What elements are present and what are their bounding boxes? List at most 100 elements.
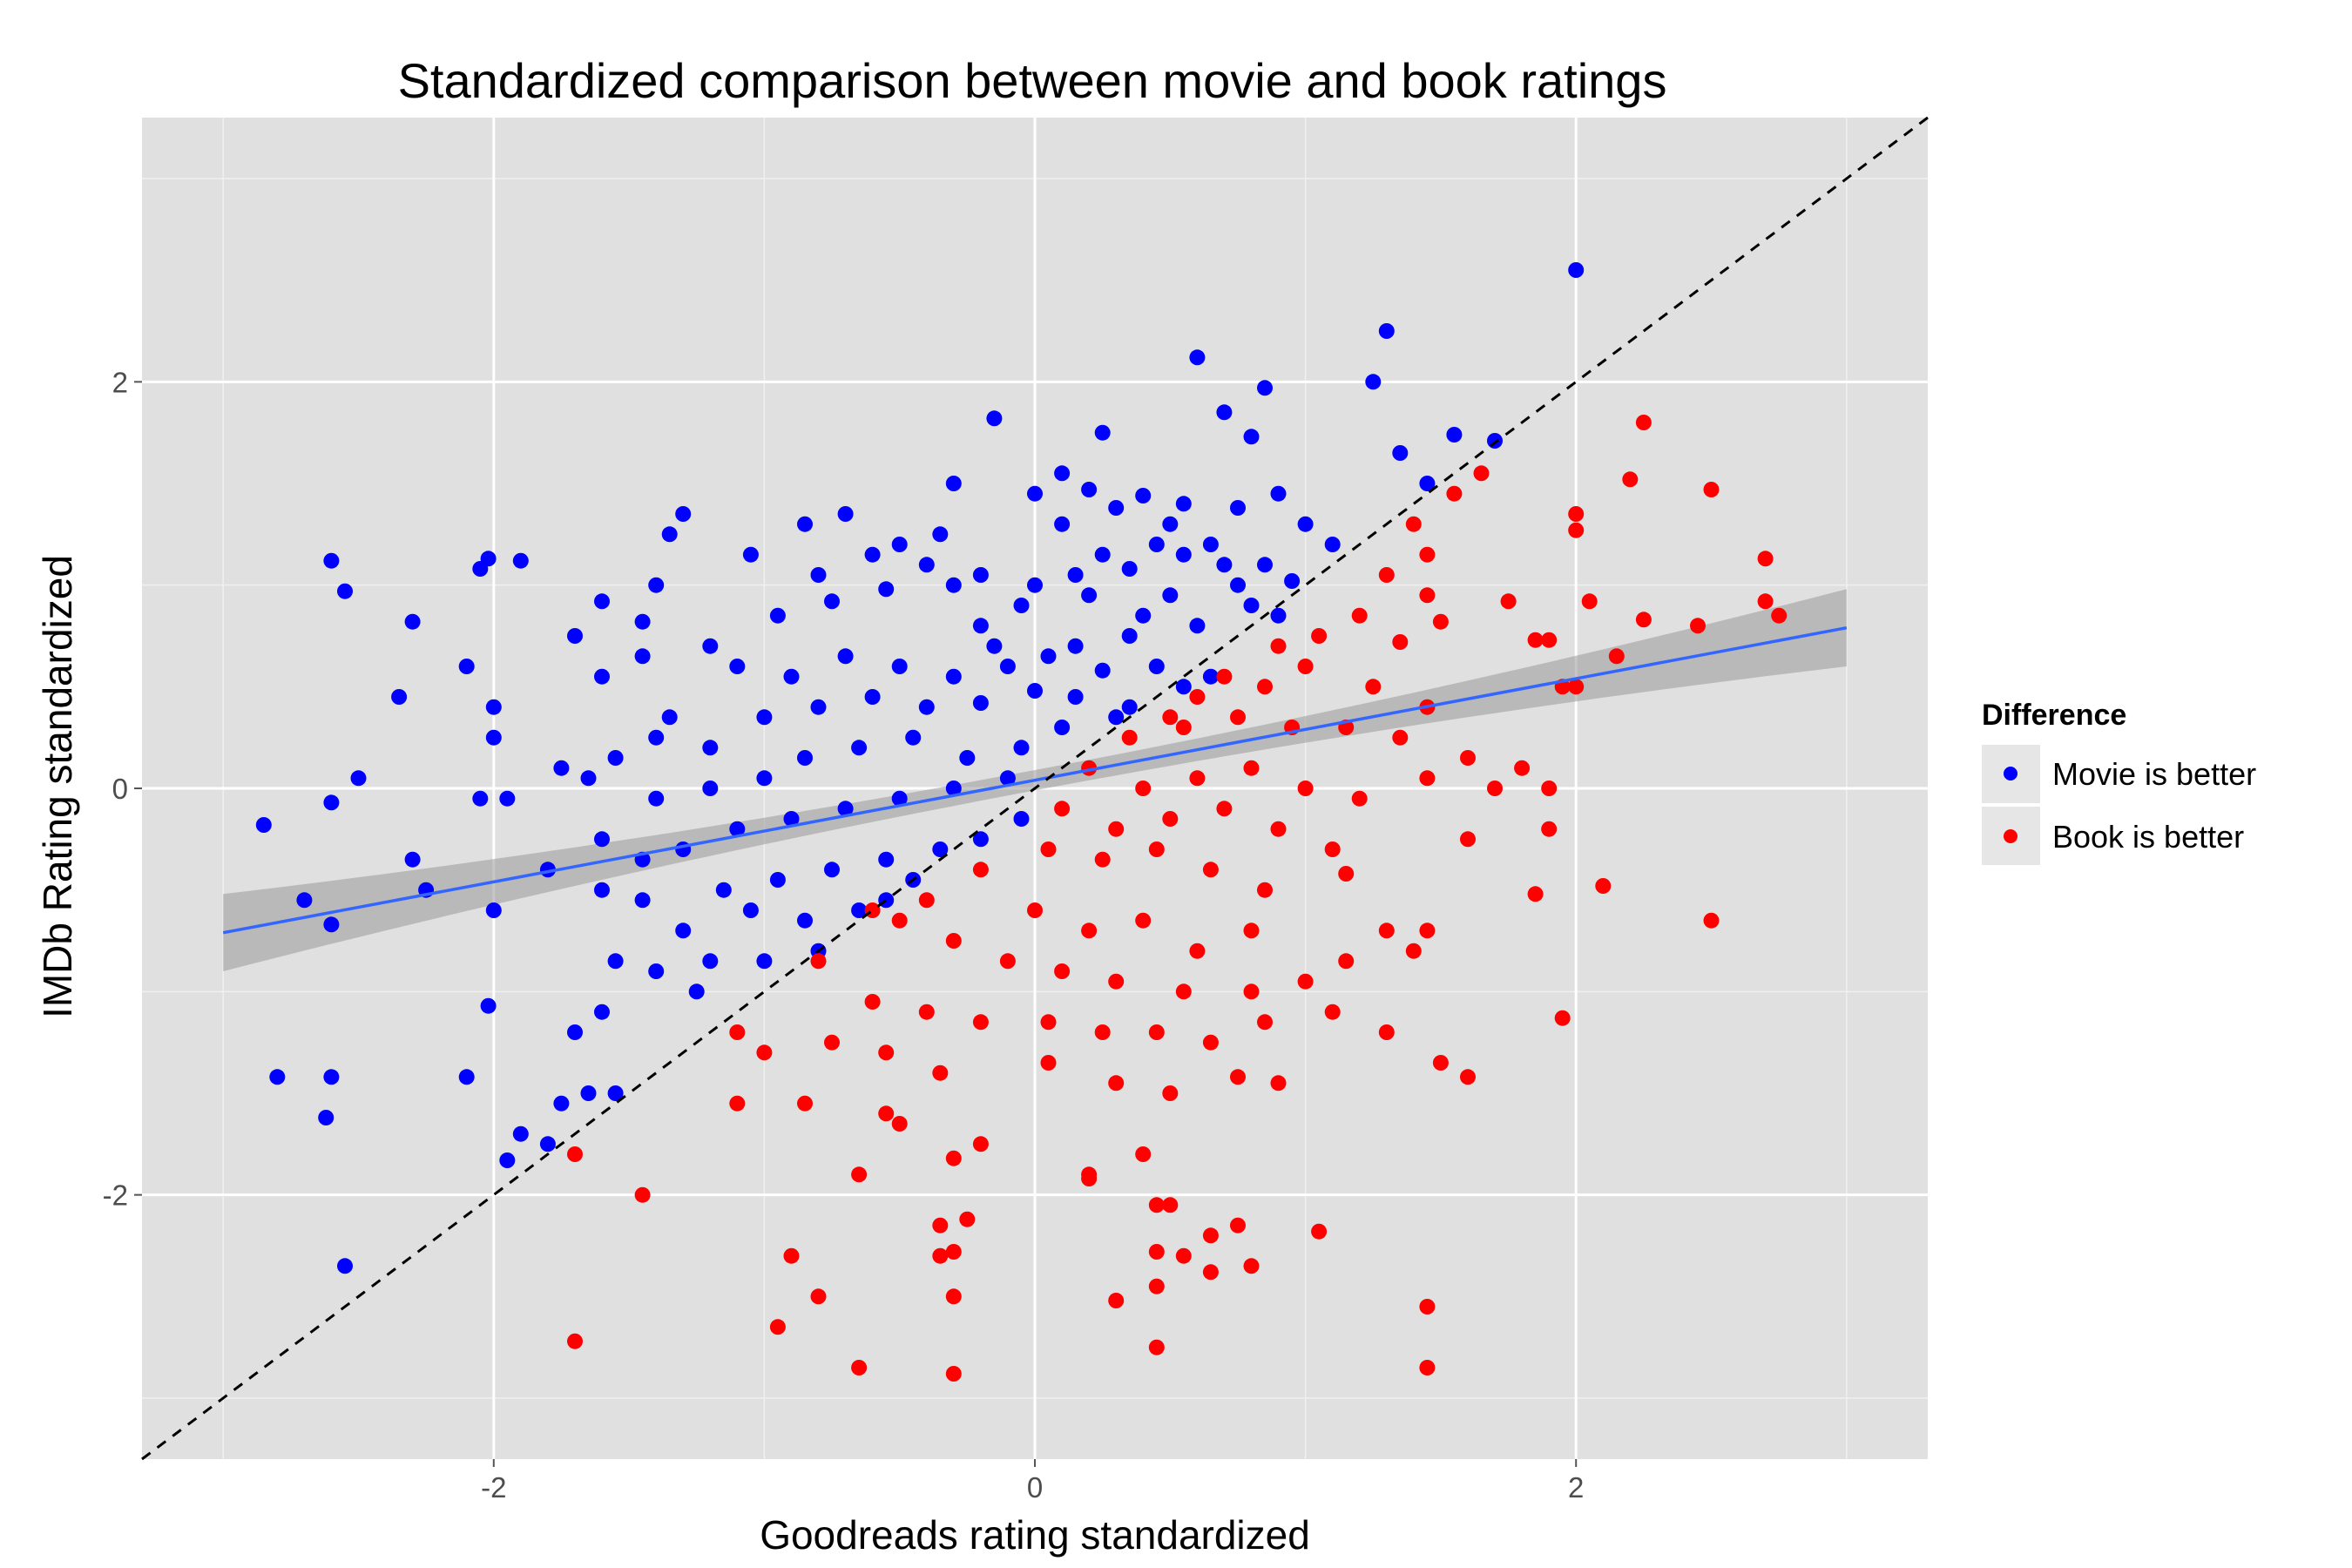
point-book-better	[1351, 790, 1368, 807]
point-book-better	[1324, 1004, 1341, 1020]
point-movie-better	[891, 659, 908, 674]
point-book-better	[1148, 1197, 1165, 1213]
point-movie-better	[1094, 424, 1111, 441]
point-movie-better	[1054, 465, 1071, 482]
point-movie-better	[1054, 516, 1071, 532]
point-movie-better	[1067, 638, 1084, 654]
point-book-better	[1135, 781, 1152, 796]
point-movie-better	[945, 577, 962, 593]
point-movie-better	[1054, 720, 1071, 735]
point-book-better	[1554, 1010, 1571, 1026]
point-book-better	[891, 912, 908, 929]
point-book-better	[1405, 943, 1422, 959]
point-book-better	[1230, 1217, 1246, 1233]
point-movie-better	[945, 476, 962, 491]
point-movie-better	[1270, 485, 1287, 502]
point-movie-better	[1148, 659, 1165, 674]
point-movie-better	[1162, 516, 1179, 532]
point-movie-better	[864, 546, 881, 563]
point-movie-better	[797, 750, 813, 766]
point-movie-better	[999, 770, 1016, 787]
point-book-better	[1202, 1034, 1219, 1051]
point-movie-better	[1081, 482, 1098, 497]
point-movie-better	[1027, 485, 1043, 502]
point-movie-better	[337, 583, 353, 599]
point-book-better	[1270, 821, 1287, 837]
point-movie-better	[1324, 537, 1341, 552]
point-movie-better	[1257, 557, 1273, 573]
point-movie-better	[1067, 689, 1084, 705]
point-book-better	[1419, 1299, 1436, 1315]
point-book-better	[1378, 923, 1395, 939]
point-book-better	[1514, 760, 1531, 776]
point-movie-better	[702, 638, 719, 654]
point-book-better	[932, 1247, 949, 1264]
point-movie-better	[1446, 427, 1463, 443]
point-movie-better	[1297, 516, 1314, 532]
point-book-better	[1297, 659, 1314, 674]
point-book-better	[1771, 607, 1788, 624]
point-movie-better	[810, 567, 827, 583]
point-book-better	[783, 1247, 800, 1264]
point-book-better	[1432, 1055, 1449, 1071]
point-book-better	[1162, 709, 1179, 726]
point-book-better	[1189, 689, 1206, 705]
point-movie-better	[567, 1024, 583, 1040]
point-movie-better	[959, 750, 976, 766]
point-book-better	[1351, 607, 1368, 624]
point-movie-better	[594, 882, 610, 898]
point-movie-better	[986, 410, 1003, 427]
point-book-better	[918, 892, 935, 909]
point-book-better	[878, 1105, 895, 1122]
point-movie-better	[323, 794, 340, 811]
point-movie-better	[837, 506, 854, 522]
legend-title: Difference	[1982, 699, 2126, 732]
point-book-better	[1216, 801, 1233, 817]
point-book-better	[945, 1244, 962, 1260]
point-movie-better	[675, 923, 692, 939]
point-book-better	[1757, 593, 1774, 610]
point-book-better	[1175, 1247, 1192, 1264]
point-movie-better	[729, 659, 746, 674]
point-book-better	[959, 1211, 976, 1227]
point-movie-better	[580, 1085, 597, 1101]
point-movie-better	[972, 831, 989, 848]
point-book-better	[1703, 482, 1720, 497]
point-movie-better	[553, 760, 570, 776]
point-movie-better	[702, 953, 719, 970]
point-book-better	[1473, 465, 1490, 482]
point-movie-better	[742, 902, 759, 918]
point-book-better	[1135, 1146, 1152, 1162]
point-book-better	[1175, 720, 1192, 735]
point-book-better	[1175, 983, 1192, 1000]
point-movie-better	[269, 1069, 286, 1085]
point-book-better	[1419, 923, 1436, 939]
point-movie-better	[634, 613, 651, 630]
point-book-better	[1216, 668, 1233, 685]
point-movie-better	[1189, 349, 1206, 366]
point-movie-better	[458, 1069, 475, 1085]
reference-line	[141, 116, 1929, 1461]
point-book-better	[1270, 638, 1287, 654]
point-book-better	[1460, 1069, 1476, 1085]
point-movie-better	[512, 552, 529, 569]
point-book-better	[972, 1014, 989, 1031]
point-movie-better	[1067, 567, 1084, 583]
point-movie-better	[972, 695, 989, 711]
point-book-better	[1595, 878, 1612, 894]
point-movie-better	[688, 983, 705, 1000]
point-movie-better	[702, 781, 719, 796]
point-movie-better	[1040, 648, 1057, 665]
point-book-better	[567, 1333, 583, 1349]
point-movie-better	[553, 1095, 570, 1112]
point-book-better	[1162, 1085, 1179, 1101]
x-axis-title: Goodreads rating standardized	[760, 1512, 1310, 1558]
point-movie-better	[318, 1110, 335, 1125]
point-book-better	[1432, 613, 1449, 630]
point-movie-better	[1121, 628, 1138, 644]
point-book-better	[1460, 831, 1476, 848]
point-book-better	[1568, 506, 1585, 522]
point-movie-better	[1568, 262, 1585, 278]
point-movie-better	[1013, 740, 1030, 756]
